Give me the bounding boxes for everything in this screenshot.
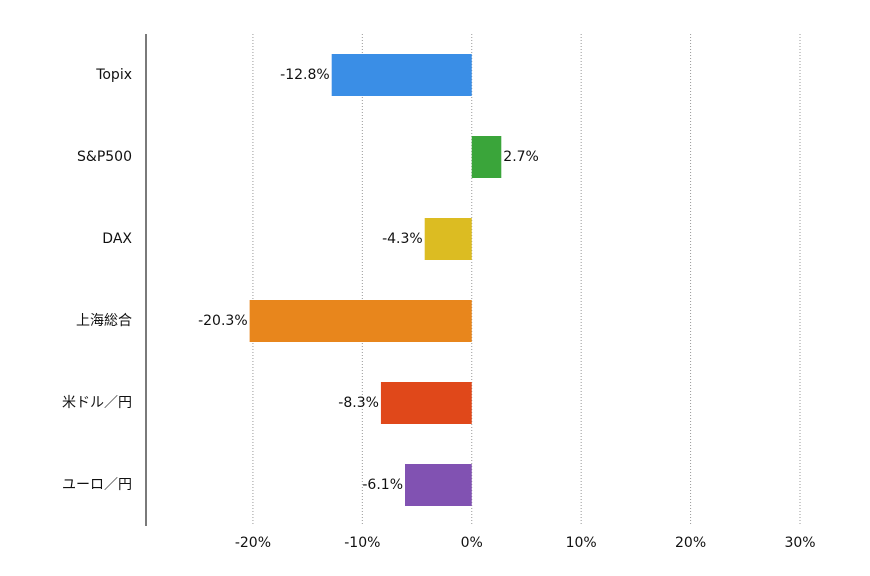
value-label: -8.3% xyxy=(338,395,379,411)
value-label: -12.8% xyxy=(280,67,330,83)
x-tick-label: 20% xyxy=(675,535,706,551)
bar xyxy=(405,464,472,506)
y-tick-label: 米ドル／円 xyxy=(62,395,132,411)
bar xyxy=(331,54,472,96)
x-tick-label: 30% xyxy=(784,535,815,551)
y-tick-label: 上海総合 xyxy=(76,313,132,329)
value-label: -20.3% xyxy=(198,313,248,329)
bar xyxy=(249,300,472,342)
x-tick-label: 0% xyxy=(461,535,483,551)
bar xyxy=(424,218,472,260)
value-label: -4.3% xyxy=(382,231,423,247)
y-tick-label: Topix xyxy=(95,67,132,83)
y-tick-label: ユーロ／円 xyxy=(62,477,132,493)
bar xyxy=(380,382,472,424)
y-tick-label: S&P500 xyxy=(77,149,132,165)
value-label: 2.7% xyxy=(503,149,539,165)
x-tick-label: -10% xyxy=(344,535,380,551)
value-label: -6.1% xyxy=(362,477,403,493)
y-tick-label: DAX xyxy=(102,231,132,247)
bar xyxy=(471,136,502,178)
x-tick-label: -20% xyxy=(235,535,271,551)
x-tick-label: 10% xyxy=(566,535,597,551)
